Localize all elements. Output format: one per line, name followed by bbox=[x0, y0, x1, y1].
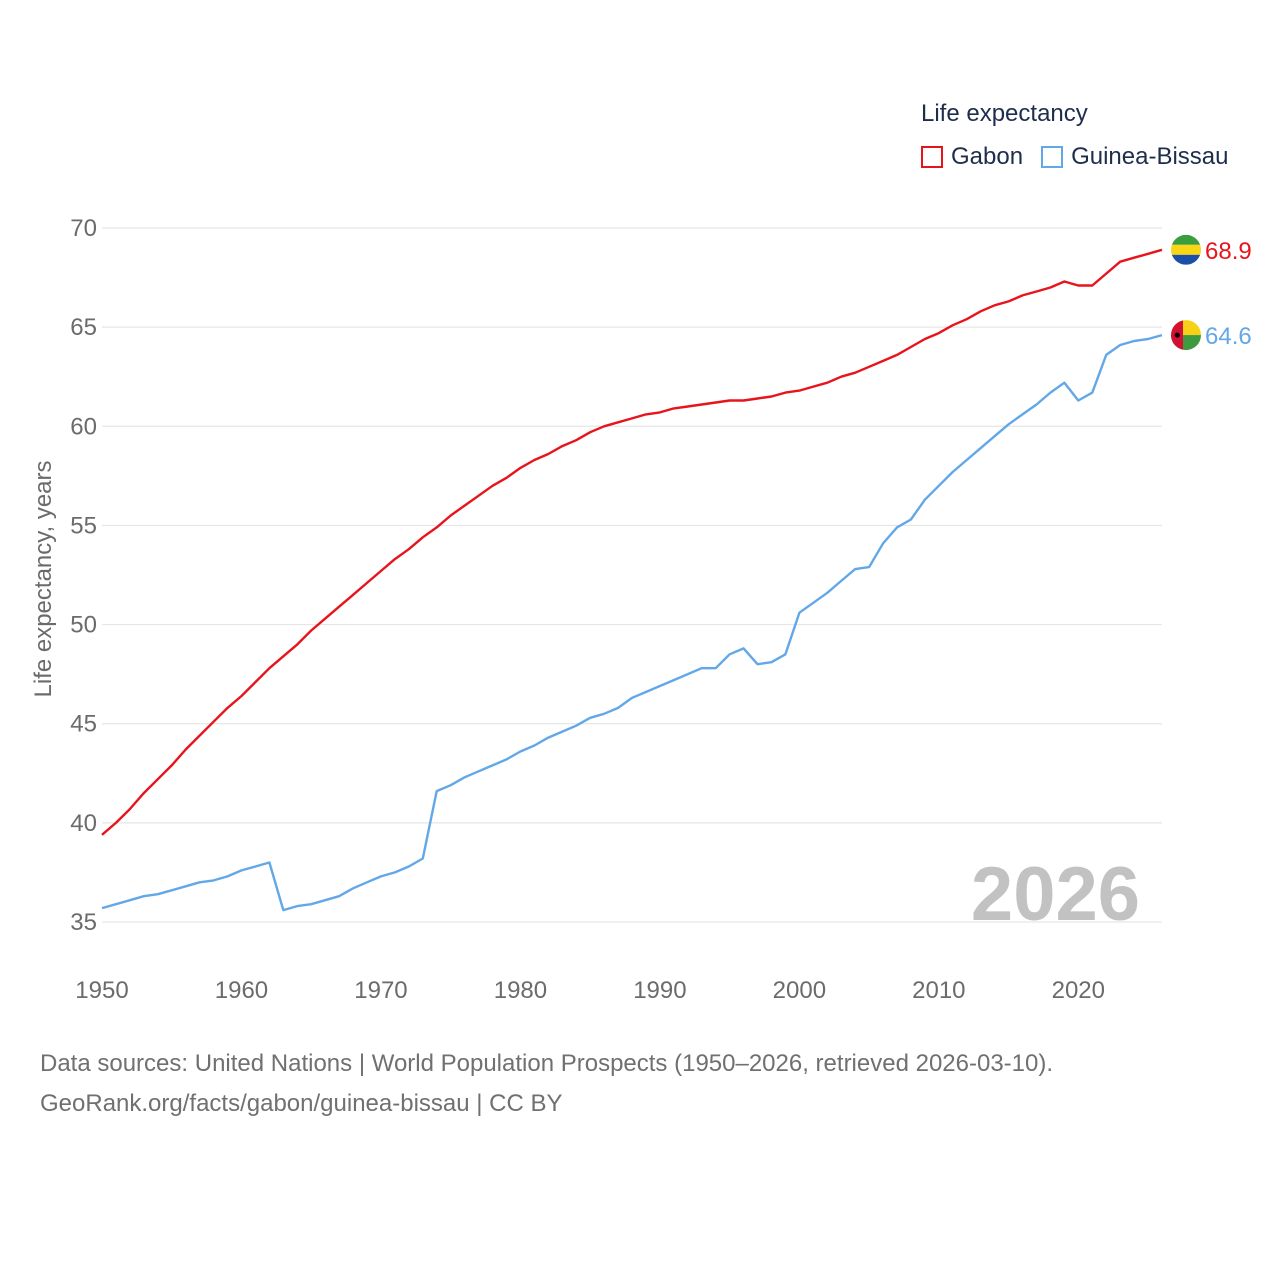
y-tick-label-45: 45 bbox=[70, 711, 97, 738]
y-tick-label-60: 60 bbox=[70, 413, 97, 440]
y-tick-label-70: 70 bbox=[70, 215, 97, 242]
x-tick-label-1950: 1950 bbox=[75, 977, 128, 1004]
year-watermark: 2026 bbox=[971, 852, 1140, 937]
y-tick-label-50: 50 bbox=[70, 612, 97, 639]
x-tick-label-1970: 1970 bbox=[354, 977, 407, 1004]
series-line-gabon bbox=[101, 248, 1163, 836]
legend-item-gabon[interactable]: Gabon bbox=[921, 143, 1023, 171]
legend-item-guinea-bissau[interactable]: Guinea-Bissau bbox=[1041, 143, 1228, 171]
y-tick-label-40: 40 bbox=[70, 810, 97, 837]
gabon-flag-icon bbox=[1171, 234, 1201, 265]
y-tick-label-35: 35 bbox=[70, 909, 97, 936]
end-label-guinea-bissau: 64.6 bbox=[1205, 323, 1252, 350]
guinea-bissau-flag-icon bbox=[1171, 320, 1201, 351]
source-line-2[interactable]: GeoRank.org/facts/gabon/guinea-bissau | … bbox=[40, 1090, 563, 1117]
x-tick-label-1960: 1960 bbox=[215, 977, 268, 1004]
legend-title: Life expectancy bbox=[921, 100, 1088, 127]
y-axis-label: Life expectancy, years bbox=[30, 460, 57, 697]
line-chart: 35 40 45 50 55 60 65 70 1950 1960 1970 1980 1990 2000… bbox=[30, 215, 1252, 1004]
legend: Gabon Guinea-Bissau bbox=[921, 143, 1246, 171]
legend-swatch-guinea-bissau bbox=[1041, 146, 1064, 168]
x-tick-label-2020: 2020 bbox=[1052, 977, 1105, 1004]
y-tick-label-55: 55 bbox=[70, 512, 97, 539]
x-tick-label-2010: 2010 bbox=[912, 977, 965, 1004]
legend-label-guinea-bissau: Guinea-Bissau bbox=[1071, 143, 1229, 170]
gabon-flag-blue bbox=[1171, 254, 1201, 265]
gabon-flag-yellow bbox=[1171, 244, 1201, 255]
y-tick-label-65: 65 bbox=[70, 314, 97, 341]
x-tick-label-2000: 2000 bbox=[773, 977, 826, 1004]
x-tick-label-1980: 1980 bbox=[494, 977, 547, 1004]
end-label-gabon: 68.9 bbox=[1205, 238, 1252, 265]
flag-body-gabon bbox=[1171, 234, 1201, 265]
x-tick-label-1990: 1990 bbox=[633, 977, 686, 1004]
guinea-bissau-flag-star bbox=[1174, 332, 1180, 338]
legend-swatch-gabon bbox=[921, 146, 943, 168]
flag-body-guinea-bissau bbox=[1171, 320, 1201, 351]
legend-label-gabon: Gabon bbox=[951, 143, 1024, 170]
source-line-1[interactable]: Data sources: United Nations | World Pop… bbox=[40, 1050, 1054, 1077]
gabon-flag-green bbox=[1171, 234, 1201, 245]
source-note: Data sources: United Nations | World Pop… bbox=[40, 1044, 1053, 1124]
series-line-guinea-bissau bbox=[101, 333, 1163, 912]
